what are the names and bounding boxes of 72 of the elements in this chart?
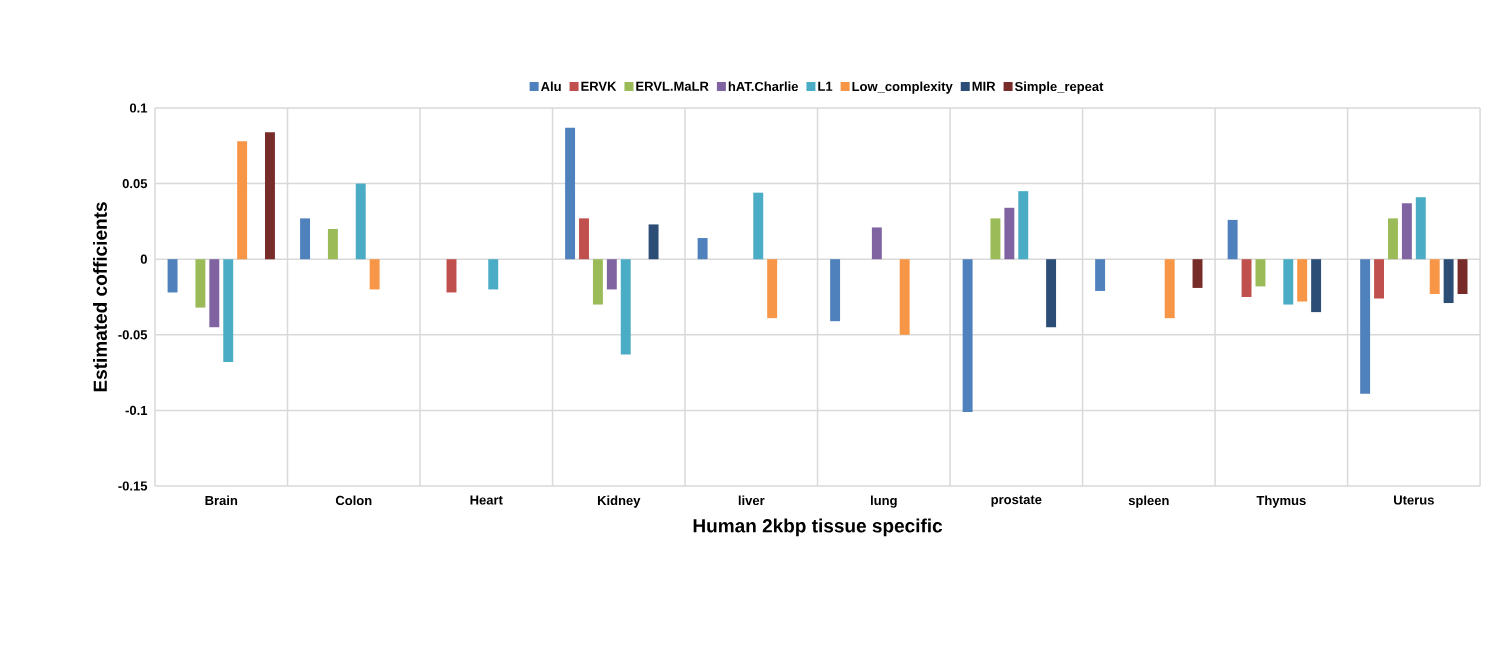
bar bbox=[1415, 197, 1426, 260]
x-tick-label: Heart bbox=[470, 495, 503, 505]
legend-label: hAT.Charlie bbox=[728, 81, 799, 92]
bar bbox=[606, 259, 617, 290]
bar bbox=[579, 218, 589, 260]
bar bbox=[488, 259, 499, 290]
x-tick-label: Colon bbox=[335, 495, 372, 506]
x-tick-label: Brain bbox=[205, 495, 238, 506]
bar bbox=[899, 259, 910, 335]
bar bbox=[830, 259, 841, 322]
x-tick-label: Uterus bbox=[1394, 495, 1434, 505]
bar bbox=[648, 224, 659, 260]
y-tick-label: -0.05 bbox=[118, 330, 148, 340]
y-tick-label: -0.15 bbox=[118, 481, 148, 491]
y-tick-label: 0.05 bbox=[122, 178, 148, 189]
bar bbox=[327, 228, 338, 260]
bar bbox=[369, 259, 380, 290]
bar bbox=[697, 238, 708, 260]
bar bbox=[355, 183, 366, 260]
bar bbox=[1283, 259, 1294, 305]
bar bbox=[767, 259, 778, 319]
bar bbox=[1192, 259, 1203, 288]
legend-label: Low_complexity bbox=[852, 81, 953, 94]
bar bbox=[223, 259, 234, 363]
bar bbox=[1164, 259, 1175, 319]
x-tick-label: lung bbox=[870, 495, 897, 508]
bar bbox=[592, 259, 603, 305]
legend-label: ERVL.MaLR bbox=[636, 81, 709, 91]
bar bbox=[300, 218, 311, 260]
bar bbox=[1046, 259, 1057, 328]
x-tick-label: Thymus bbox=[1256, 495, 1306, 508]
bar bbox=[1095, 259, 1106, 291]
bar bbox=[167, 259, 178, 293]
y-tick-label: 0 bbox=[140, 254, 147, 264]
bar bbox=[264, 132, 275, 260]
bar bbox=[1387, 218, 1398, 260]
legend-label: Alu bbox=[540, 81, 561, 92]
legend-label: L1 bbox=[818, 81, 833, 91]
bar bbox=[1241, 259, 1252, 297]
bar bbox=[446, 259, 457, 293]
bar bbox=[565, 127, 576, 260]
legend-label: MIR bbox=[972, 81, 996, 91]
bar bbox=[620, 259, 631, 355]
bar bbox=[1457, 259, 1468, 294]
bar bbox=[1255, 259, 1266, 287]
x-tick-label: prostate bbox=[991, 495, 1042, 507]
bar bbox=[237, 141, 248, 260]
bar bbox=[990, 218, 1001, 260]
y-tick-label: -0.1 bbox=[125, 405, 148, 415]
y-tick-label: 0.1 bbox=[129, 103, 148, 113]
bar bbox=[1374, 259, 1385, 299]
bar bbox=[1443, 259, 1454, 304]
x-tick-label: spleen bbox=[1128, 495, 1169, 508]
bar bbox=[195, 259, 206, 308]
bar bbox=[1297, 259, 1308, 302]
legend-label: ERVK bbox=[581, 81, 617, 91]
bar bbox=[1360, 259, 1371, 394]
bar bbox=[962, 259, 973, 412]
bar bbox=[1018, 191, 1029, 260]
bar bbox=[871, 227, 882, 260]
legend-label: Simple_repeat bbox=[1014, 81, 1104, 94]
x-tick-label: liver bbox=[738, 495, 765, 506]
bar bbox=[1401, 203, 1412, 260]
y-axis-title: Estimated cofficients bbox=[93, 202, 107, 392]
x-axis-title: Human 2kbp tissue specific bbox=[693, 518, 943, 537]
bar bbox=[1004, 207, 1015, 260]
bar bbox=[1311, 259, 1322, 313]
x-tick-label: Kidney bbox=[597, 495, 641, 508]
bar bbox=[209, 259, 220, 328]
bar bbox=[753, 192, 764, 260]
bar bbox=[1227, 219, 1238, 260]
bar bbox=[1429, 259, 1440, 294]
